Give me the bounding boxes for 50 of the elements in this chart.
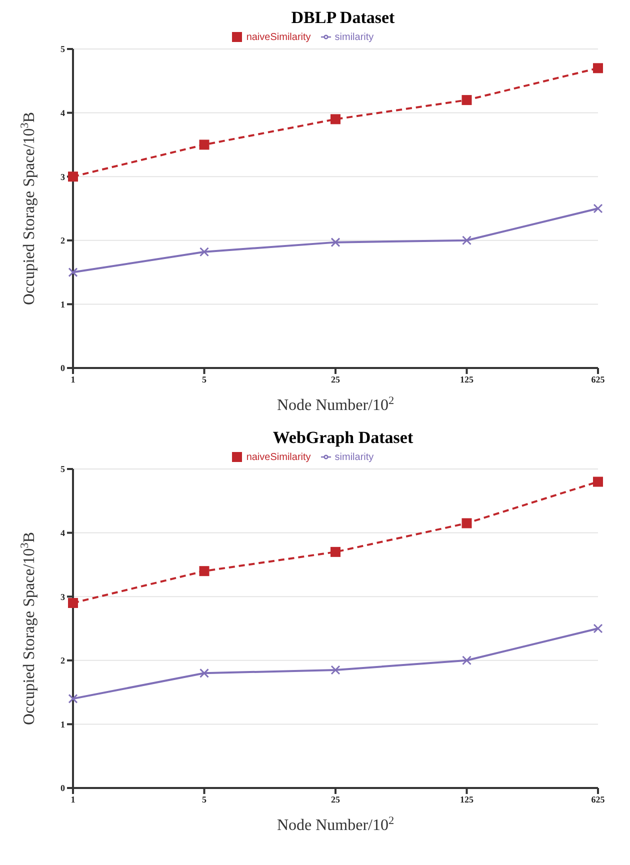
point — [593, 624, 603, 634]
point — [593, 63, 603, 74]
x-tick-label: 625 — [591, 374, 606, 384]
legend-label: naiveSimilarity — [246, 32, 311, 43]
point — [200, 247, 209, 257]
point — [462, 518, 472, 528]
point — [68, 172, 78, 182]
point — [68, 268, 78, 278]
y-tick-label: 2 — [60, 236, 66, 246]
point — [462, 656, 472, 666]
y-tick-label: 0 — [60, 363, 66, 374]
point — [462, 95, 472, 106]
x-tick-label: 5 — [202, 794, 207, 804]
y-tick-label: 3 — [60, 172, 66, 182]
y-tick-label: 4 — [60, 108, 66, 118]
y-tick-label: 4 — [60, 528, 66, 538]
legend-label: similarity — [334, 452, 374, 463]
x-tick-label: 625 — [591, 794, 606, 804]
point — [330, 238, 340, 248]
x-tick-label: 25 — [331, 374, 340, 384]
point — [68, 694, 78, 704]
legend-label: naiveSimilarity — [246, 452, 311, 463]
x-tick-label: 125 — [460, 794, 474, 804]
point — [462, 236, 472, 246]
legend-label: similarity — [334, 32, 374, 43]
point — [330, 665, 340, 675]
x-axis-title: Node Number/10$^{2}$ — [276, 395, 394, 414]
point — [593, 204, 603, 214]
chart-title: WebGraph Dataset — [272, 428, 414, 448]
chart-title: DBLP Dataset — [290, 8, 396, 28]
y-tick-label: 5 — [60, 464, 66, 474]
y-tick-label: 0 — [60, 783, 66, 794]
x-tick-label: 25 — [331, 794, 340, 804]
x-tick-label: 1 — [70, 374, 76, 384]
point — [330, 114, 340, 124]
x-tick-label: 125 — [460, 374, 474, 384]
x-tick-label: 1 — [70, 794, 76, 804]
x-tick-label: 5 — [202, 374, 207, 384]
point — [330, 546, 340, 557]
point — [199, 140, 210, 150]
y-tick-label: 5 — [60, 44, 66, 54]
point — [199, 566, 210, 576]
y-tick-label: 1 — [60, 719, 66, 730]
point — [68, 598, 78, 608]
x-axis-title: Node Number/10$^{2}$ — [276, 815, 394, 834]
y-tick-label: 1 — [60, 299, 66, 310]
point — [200, 668, 209, 678]
y-tick-label: 3 — [60, 592, 66, 602]
point — [593, 476, 603, 487]
y-tick-label: 2 — [60, 656, 66, 666]
